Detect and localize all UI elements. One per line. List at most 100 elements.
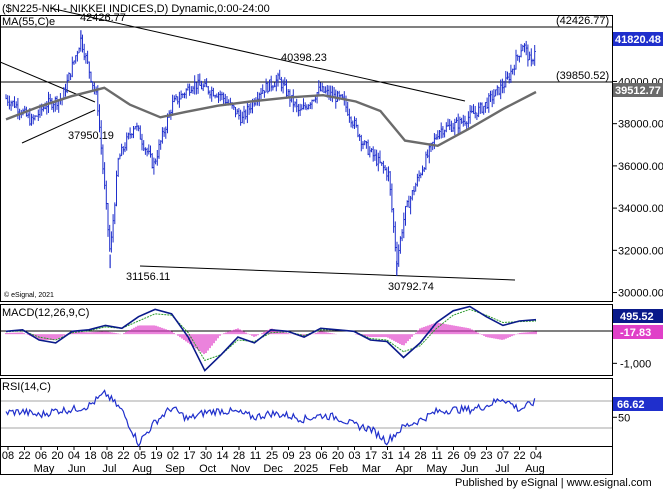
price-bar bbox=[146, 147, 149, 157]
time-tick-label: 14 bbox=[216, 450, 228, 462]
price-bar bbox=[284, 77, 286, 87]
price-bar bbox=[357, 124, 360, 138]
price-bar bbox=[382, 160, 385, 174]
svg-text:495.52: 495.52 bbox=[620, 311, 654, 323]
price-bar bbox=[350, 116, 353, 128]
price-bar bbox=[524, 43, 526, 53]
price-bar bbox=[301, 104, 303, 111]
price-bar bbox=[428, 143, 431, 164]
price-bar bbox=[219, 90, 222, 102]
price-bar bbox=[199, 73, 201, 86]
time-tick-label: 09 bbox=[464, 450, 476, 462]
price-bar bbox=[461, 117, 463, 124]
ma-label: MA(55,C)e bbox=[2, 16, 55, 28]
price-bar bbox=[173, 95, 176, 103]
price-bar bbox=[275, 74, 278, 92]
svg-text:39512.77: 39512.77 bbox=[615, 85, 661, 97]
price-bar bbox=[427, 149, 429, 159]
price-bar bbox=[236, 108, 239, 115]
price-bar bbox=[423, 167, 426, 173]
price-bar bbox=[418, 170, 421, 182]
price-bar bbox=[532, 58, 535, 65]
time-tick-label: 03 bbox=[348, 450, 360, 462]
price-bar bbox=[379, 150, 382, 164]
annotation-37950: 37950.19 bbox=[68, 130, 114, 142]
price-bar bbox=[53, 101, 55, 113]
price-bar bbox=[126, 132, 128, 151]
rsi-panel-frame bbox=[0, 378, 613, 447]
price-bar bbox=[311, 99, 314, 110]
macd-signal-line bbox=[5, 308, 537, 362]
price-bar bbox=[155, 158, 157, 165]
price-bar bbox=[66, 74, 69, 94]
time-tick-label: 11 bbox=[250, 450, 261, 462]
price-bar bbox=[240, 109, 242, 126]
price-bar bbox=[522, 44, 524, 51]
level-label-39850: (39850.52) bbox=[556, 70, 609, 82]
price-bar bbox=[214, 94, 217, 99]
time-tick-label: 30 bbox=[200, 450, 212, 462]
price-bar bbox=[119, 153, 122, 160]
price-bar bbox=[505, 70, 507, 88]
time-tick-label: 08 bbox=[2, 450, 14, 462]
price-bar bbox=[456, 117, 458, 123]
price-bar bbox=[165, 126, 167, 139]
price-bar bbox=[476, 112, 479, 120]
price-bar bbox=[175, 94, 178, 101]
price-bar bbox=[70, 73, 72, 81]
price-bar bbox=[235, 107, 237, 118]
price-bar bbox=[345, 95, 348, 113]
time-tick-label: 28 bbox=[233, 450, 245, 462]
price-bar bbox=[56, 95, 59, 110]
price-bar bbox=[399, 236, 402, 254]
time-tick-label: 04 bbox=[68, 450, 80, 462]
price-bar bbox=[529, 51, 531, 61]
price-bar bbox=[194, 75, 196, 95]
price-bar bbox=[112, 214, 115, 243]
price-bar bbox=[7, 95, 9, 106]
time-tick-label: 23 bbox=[299, 450, 311, 462]
price-bar bbox=[513, 64, 516, 76]
price-bar bbox=[415, 182, 417, 192]
price-bar bbox=[394, 221, 397, 252]
price-bar bbox=[457, 113, 460, 135]
price-bar bbox=[32, 114, 35, 125]
price-bar bbox=[241, 111, 244, 124]
price-bar bbox=[372, 146, 375, 162]
price-bar bbox=[257, 91, 259, 106]
price-bar bbox=[262, 84, 264, 94]
price-bar bbox=[437, 130, 439, 140]
price-bar bbox=[333, 87, 336, 97]
price-bar bbox=[348, 108, 351, 123]
price-bar bbox=[381, 161, 383, 166]
price-bar bbox=[68, 72, 71, 81]
price-bar bbox=[187, 83, 190, 91]
price-bar bbox=[308, 104, 310, 110]
price-bar bbox=[512, 68, 514, 75]
time-tick-label: 08 bbox=[101, 450, 113, 462]
macd-line bbox=[5, 305, 537, 372]
price-tick-label: 32000.00 bbox=[618, 245, 663, 257]
price-bar bbox=[481, 102, 484, 114]
rsi-line bbox=[5, 389, 536, 448]
price-bar bbox=[323, 86, 326, 93]
price-bar bbox=[325, 86, 327, 94]
time-tick-label: 07 bbox=[497, 450, 509, 462]
time-tick-label: 02 bbox=[167, 450, 179, 462]
time-month-label: Aug bbox=[525, 463, 545, 475]
price-bar bbox=[422, 165, 424, 176]
price-bar bbox=[204, 79, 207, 88]
price-bar bbox=[496, 85, 499, 96]
price-bar bbox=[364, 140, 366, 146]
price-bar bbox=[527, 44, 530, 67]
price-bar bbox=[337, 90, 339, 102]
annotation-42426-high: 42426.77 bbox=[80, 12, 126, 24]
price-bar bbox=[226, 95, 229, 104]
price-bar bbox=[449, 119, 451, 131]
price-bar bbox=[401, 229, 404, 242]
price-bar bbox=[508, 72, 511, 84]
price-bar bbox=[454, 118, 456, 136]
price-bar bbox=[474, 105, 477, 119]
price-bar bbox=[195, 82, 198, 95]
